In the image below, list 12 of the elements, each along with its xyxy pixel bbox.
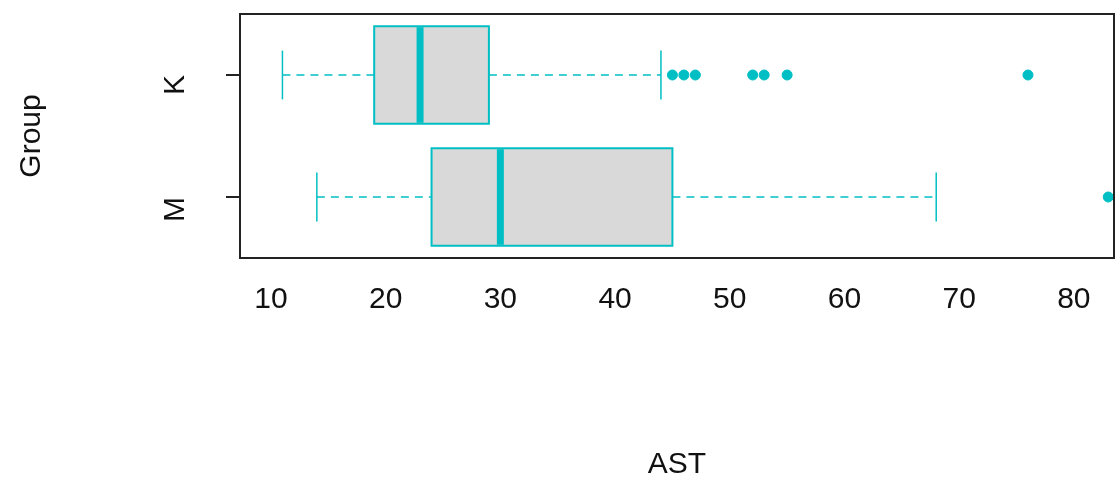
y-tick-label: K <box>157 75 191 96</box>
x-tick-label: 20 <box>368 281 403 315</box>
x-axis-title: AST <box>647 446 707 480</box>
x-tick-label: 10 <box>254 281 288 315</box>
y-axis-title: Group <box>13 94 47 178</box>
x-tick-label: 80 <box>1057 281 1091 315</box>
y-tick-label: M <box>157 197 191 222</box>
x-tick-label: 40 <box>598 281 632 315</box>
x-tick-label: 70 <box>942 281 976 315</box>
x-tick-label: 30 <box>483 281 518 315</box>
x-tick-label: 60 <box>827 281 862 315</box>
x-tick-label: 50 <box>713 281 747 315</box>
